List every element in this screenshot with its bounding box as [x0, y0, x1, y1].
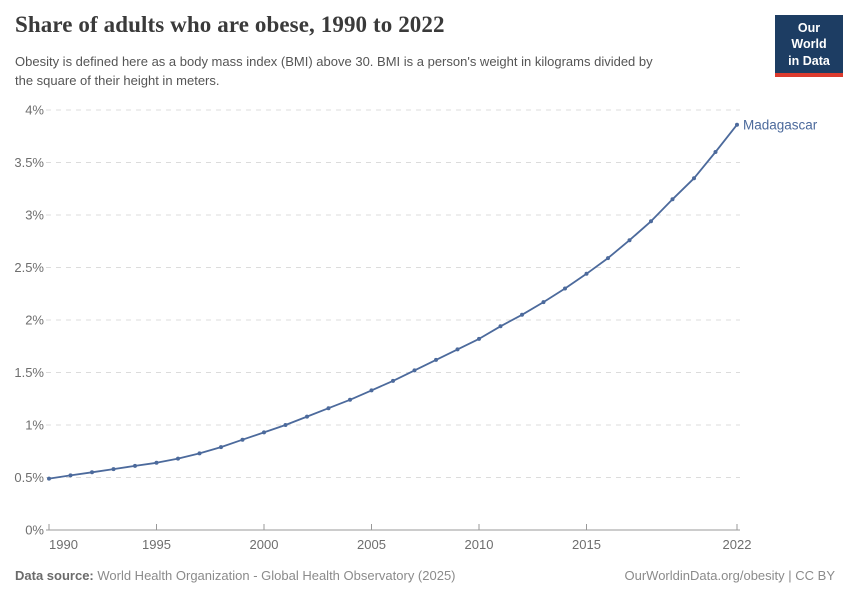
data-point[interactable] [219, 445, 223, 450]
data-point[interactable] [90, 470, 94, 475]
y-axis-tick-label: 0.5% [14, 470, 44, 485]
data-point[interactable] [455, 347, 460, 352]
data-point[interactable] [133, 463, 137, 468]
owid-logo-line2: in Data [788, 53, 830, 68]
x-axis-tick-label: 2015 [572, 537, 601, 552]
x-axis-tick-label: 2022 [723, 537, 752, 552]
x-axis-tick-label: 2000 [250, 537, 279, 552]
x-axis-tick-label: 1990 [49, 537, 78, 552]
license-note[interactable]: OurWorldinData.org/obesity | CC BY [624, 568, 836, 583]
data-line-madagascar[interactable] [48, 124, 738, 480]
data-point[interactable] [47, 476, 51, 481]
chart-footer: Data source: World Health Organization -… [15, 568, 835, 583]
data-point[interactable] [240, 437, 245, 442]
data-point[interactable] [627, 238, 632, 243]
data-point[interactable] [713, 150, 718, 154]
data-point[interactable] [606, 256, 610, 261]
data-point[interactable] [735, 122, 739, 127]
data-point[interactable] [692, 176, 696, 181]
data-point[interactable] [197, 451, 202, 456]
data-point[interactable] [154, 460, 159, 465]
chart-subtitle: Obesity is defined here as a body mass i… [15, 52, 760, 90]
y-axis-tick-label: 3% [25, 208, 44, 223]
data-point[interactable] [498, 324, 503, 329]
chart-subtitle-line2: the square of their height in meters. [15, 73, 220, 88]
data-source-text: World Health Organization - Global Healt… [93, 568, 456, 583]
data-point[interactable] [477, 336, 481, 341]
chart-subtitle-line1: Obesity is defined here as a body mass i… [15, 54, 653, 69]
y-axis-tick-label: 3.5% [14, 155, 44, 170]
data-source-note: Data source: World Health Organization -… [15, 568, 456, 583]
data-point[interactable] [584, 271, 589, 276]
y-axis-tick-label: 1% [25, 418, 44, 433]
x-axis-tick-label: 1995 [142, 537, 171, 552]
y-axis-tick-label: 1.5% [14, 365, 44, 380]
y-axis-tick-label: 2% [25, 313, 44, 328]
data-point[interactable] [326, 406, 331, 411]
y-axis-tick-label: 0% [25, 523, 44, 538]
data-point[interactable] [283, 423, 288, 427]
owid-logo-line1: Our World [791, 21, 827, 52]
data-point[interactable] [176, 456, 180, 461]
y-axis-tick-label: 2.5% [14, 260, 44, 275]
owid-logo[interactable]: Our World in Data [775, 15, 843, 77]
data-point[interactable] [412, 368, 417, 373]
data-point[interactable] [541, 300, 546, 305]
data-point[interactable] [520, 312, 524, 317]
entity-label[interactable]: Madagascar [743, 117, 818, 132]
data-source-label: Data source: [15, 568, 94, 583]
data-point[interactable] [68, 473, 73, 478]
data-point[interactable] [391, 378, 395, 383]
y-axis-tick-label: 4% [25, 103, 44, 118]
data-point[interactable] [262, 430, 266, 435]
data-point[interactable] [670, 197, 675, 202]
chart-title: Share of adults who are obese, 1990 to 2… [15, 12, 445, 37]
data-point[interactable] [348, 397, 352, 402]
data-point[interactable] [563, 286, 567, 291]
data-point[interactable] [369, 388, 374, 393]
data-point[interactable] [305, 414, 309, 419]
data-point[interactable] [649, 219, 653, 224]
data-point[interactable] [111, 467, 116, 472]
x-axis-tick-label: 2010 [465, 537, 494, 552]
x-axis-tick-label: 2005 [357, 537, 386, 552]
data-point[interactable] [434, 357, 438, 362]
